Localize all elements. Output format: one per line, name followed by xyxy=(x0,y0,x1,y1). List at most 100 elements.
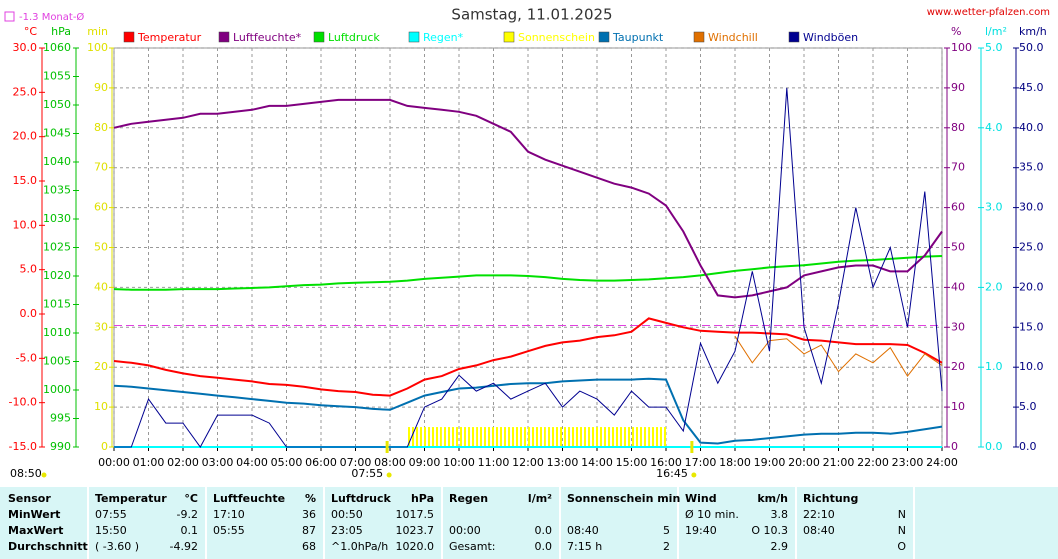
sunshine-bar xyxy=(545,427,563,447)
day-length: 08:50 xyxy=(10,467,42,480)
series-line xyxy=(114,87,943,448)
table-cell: Richtung xyxy=(803,492,859,505)
y-tick-label: 10.0 xyxy=(13,218,38,231)
y-tick-label: 5.0 xyxy=(20,263,38,276)
table-cell: 0.0 xyxy=(534,540,553,553)
y-tick-label: 100 xyxy=(87,41,108,54)
x-tick-label: 03:00 xyxy=(202,456,234,469)
table-cell: 87 xyxy=(302,524,316,537)
table-cell: % xyxy=(304,492,316,505)
y-tick-label: 50.0 xyxy=(1019,41,1044,54)
y-tick-label: 80 xyxy=(951,121,965,134)
sunshine-bar xyxy=(493,427,511,447)
table-cell: 2 xyxy=(663,540,670,553)
legend-swatch xyxy=(123,31,135,43)
y-tick-label: 5.0 xyxy=(1019,400,1037,413)
y-tick-label: 70 xyxy=(951,161,965,174)
x-tick-label: 18:00 xyxy=(719,456,751,469)
y-tick-label: 0 xyxy=(951,440,958,453)
y-tick-label: 1010 xyxy=(43,326,71,339)
column-separator xyxy=(795,487,797,559)
table-cell: km/h xyxy=(757,492,788,505)
y-tick-label: 40 xyxy=(951,280,965,293)
table-cell: MinWert xyxy=(8,508,61,521)
y-tick-label: 20.0 xyxy=(13,130,38,143)
table-cell: Sonnenschein min xyxy=(567,492,681,505)
x-tick-label: 22:00 xyxy=(857,456,889,469)
y-tick-label: 50 xyxy=(94,241,108,254)
sunshine-bar xyxy=(562,427,580,447)
y-tick-label: -5.0 xyxy=(16,351,37,364)
x-tick-label: 12:00 xyxy=(512,456,544,469)
x-tick-label: 11:00 xyxy=(478,456,510,469)
table-cell: Wind xyxy=(685,492,717,505)
column-separator xyxy=(677,487,679,559)
y-tick-label: 20.0 xyxy=(1019,280,1044,293)
x-tick-label: 14:00 xyxy=(581,456,613,469)
y-tick-label: 1000 xyxy=(43,383,71,396)
x-tick-label: 02:00 xyxy=(167,456,199,469)
x-tick-label: 07:00 xyxy=(340,456,372,469)
series-line xyxy=(734,335,943,377)
sunshine-bar xyxy=(424,427,442,447)
y-tick-label: 1050 xyxy=(43,98,71,111)
reference-icon xyxy=(4,11,15,22)
column-separator xyxy=(913,487,915,559)
table-cell: 00:50 xyxy=(331,508,363,521)
y-tick-label: 50 xyxy=(951,241,965,254)
sunshine-bar xyxy=(441,427,459,447)
y-tick-label: 990 xyxy=(50,440,71,453)
sunshine-bar xyxy=(459,427,477,447)
y-tick-label: 100 xyxy=(951,41,972,54)
table-cell: Luftdruck xyxy=(331,492,391,505)
y-tick-label: 25.0 xyxy=(13,85,38,98)
y-tick-label: 30 xyxy=(951,320,965,333)
y-tick-label: 35.0 xyxy=(1019,161,1044,174)
sunrise-label: 07:55 xyxy=(351,467,383,480)
series-line xyxy=(113,98,943,299)
legend-swatch xyxy=(218,31,230,43)
legend-label: Regen* xyxy=(423,31,464,44)
table-cell: -4.92 xyxy=(169,540,198,553)
table-cell: Luftfeuchte xyxy=(213,492,286,505)
y-tick-label: 1020 xyxy=(43,269,71,282)
sunshine-bar xyxy=(476,427,494,447)
table-cell: MaxWert xyxy=(8,524,64,537)
x-tick-label: 19:00 xyxy=(754,456,786,469)
x-tick-label: 00:00 xyxy=(98,456,130,469)
legend-label: Windböen xyxy=(803,31,858,44)
table-cell: ^1.0hPa/h xyxy=(331,540,389,553)
axis-unit: min xyxy=(87,25,108,38)
y-tick-label: 1030 xyxy=(43,212,71,225)
y-tick-label: 1025 xyxy=(43,241,71,254)
x-tick-label: 05:00 xyxy=(271,456,303,469)
sunset-label: 16:45 xyxy=(656,467,688,480)
axis-unit: hPa xyxy=(51,25,71,38)
legend-swatch xyxy=(408,31,420,43)
table-cell: 07:55 xyxy=(95,508,127,521)
x-tick-label: 08:00 xyxy=(374,456,406,469)
table-cell: 17:10 xyxy=(213,508,245,521)
y-tick-label: 1.0 xyxy=(985,360,1003,373)
table-cell: 0.1 xyxy=(180,524,199,537)
y-tick-label: 5.0 xyxy=(985,41,1003,54)
y-tick-label: 1040 xyxy=(43,155,71,168)
y-tick-label: 1060 xyxy=(43,41,71,54)
sunset-icon xyxy=(691,472,697,478)
table-cell: 1020.0 xyxy=(395,540,435,553)
column-separator xyxy=(559,487,561,559)
reference-label: -1.3 Monat-Ø xyxy=(19,11,84,23)
y-tick-label: 0.0 xyxy=(1019,440,1037,453)
y-tick-label: 20 xyxy=(951,360,965,373)
table-cell: l/m² xyxy=(527,492,552,505)
x-tick-label: 17:00 xyxy=(685,456,717,469)
x-tick-label: 24:00 xyxy=(926,456,958,469)
table-cell: 23:05 xyxy=(331,524,363,537)
table-cell: 15:50 xyxy=(95,524,127,537)
y-tick-label: 0 xyxy=(101,440,108,453)
x-tick-label: 09:00 xyxy=(409,456,441,469)
y-tick-label: 0.0 xyxy=(985,440,1003,453)
x-tick-label: 06:00 xyxy=(305,456,337,469)
sunshine-bar xyxy=(597,427,615,447)
series-line xyxy=(113,255,943,291)
